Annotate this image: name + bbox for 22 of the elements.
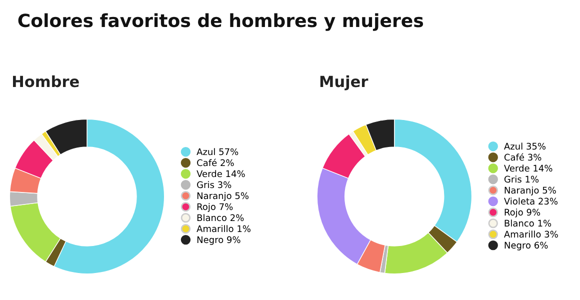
legend-label: Rojo 7% (197, 203, 233, 212)
chart-subtitle: Mujer (320, 75, 368, 90)
legend-label: Verde 14% (196, 170, 245, 178)
legend-label: Violeta 23% (504, 198, 558, 205)
chart-subtitle: Hombre (13, 75, 79, 88)
legend-label: Naranjo 5% (197, 192, 249, 201)
legend-label: Amarillo 3% (504, 230, 558, 238)
legend-label: Café 2% (197, 158, 234, 166)
legend-label: Azul 35% (504, 142, 546, 150)
legend-label: Blanco 1% (504, 220, 552, 227)
legend-label: Negro 6% (504, 242, 548, 250)
legend-label: Gris 3% (197, 181, 232, 188)
legend-label: Naranjo 5% (504, 186, 556, 196)
legend-label: Verde 14% (504, 164, 552, 172)
chart-title: Colores favoritos de hombres y mujeres (18, 13, 424, 31)
legend-label: Negro 9% (197, 236, 240, 245)
legend-label: Café 3% (504, 153, 542, 161)
legend-label: Rojo 9% (504, 208, 540, 218)
legend-label: Azul 57% (196, 148, 238, 156)
legend-label: Gris 1% (504, 176, 539, 183)
legend-label: Amarillo 1% (196, 225, 250, 232)
legend-label: Blanco 2% (197, 214, 244, 222)
